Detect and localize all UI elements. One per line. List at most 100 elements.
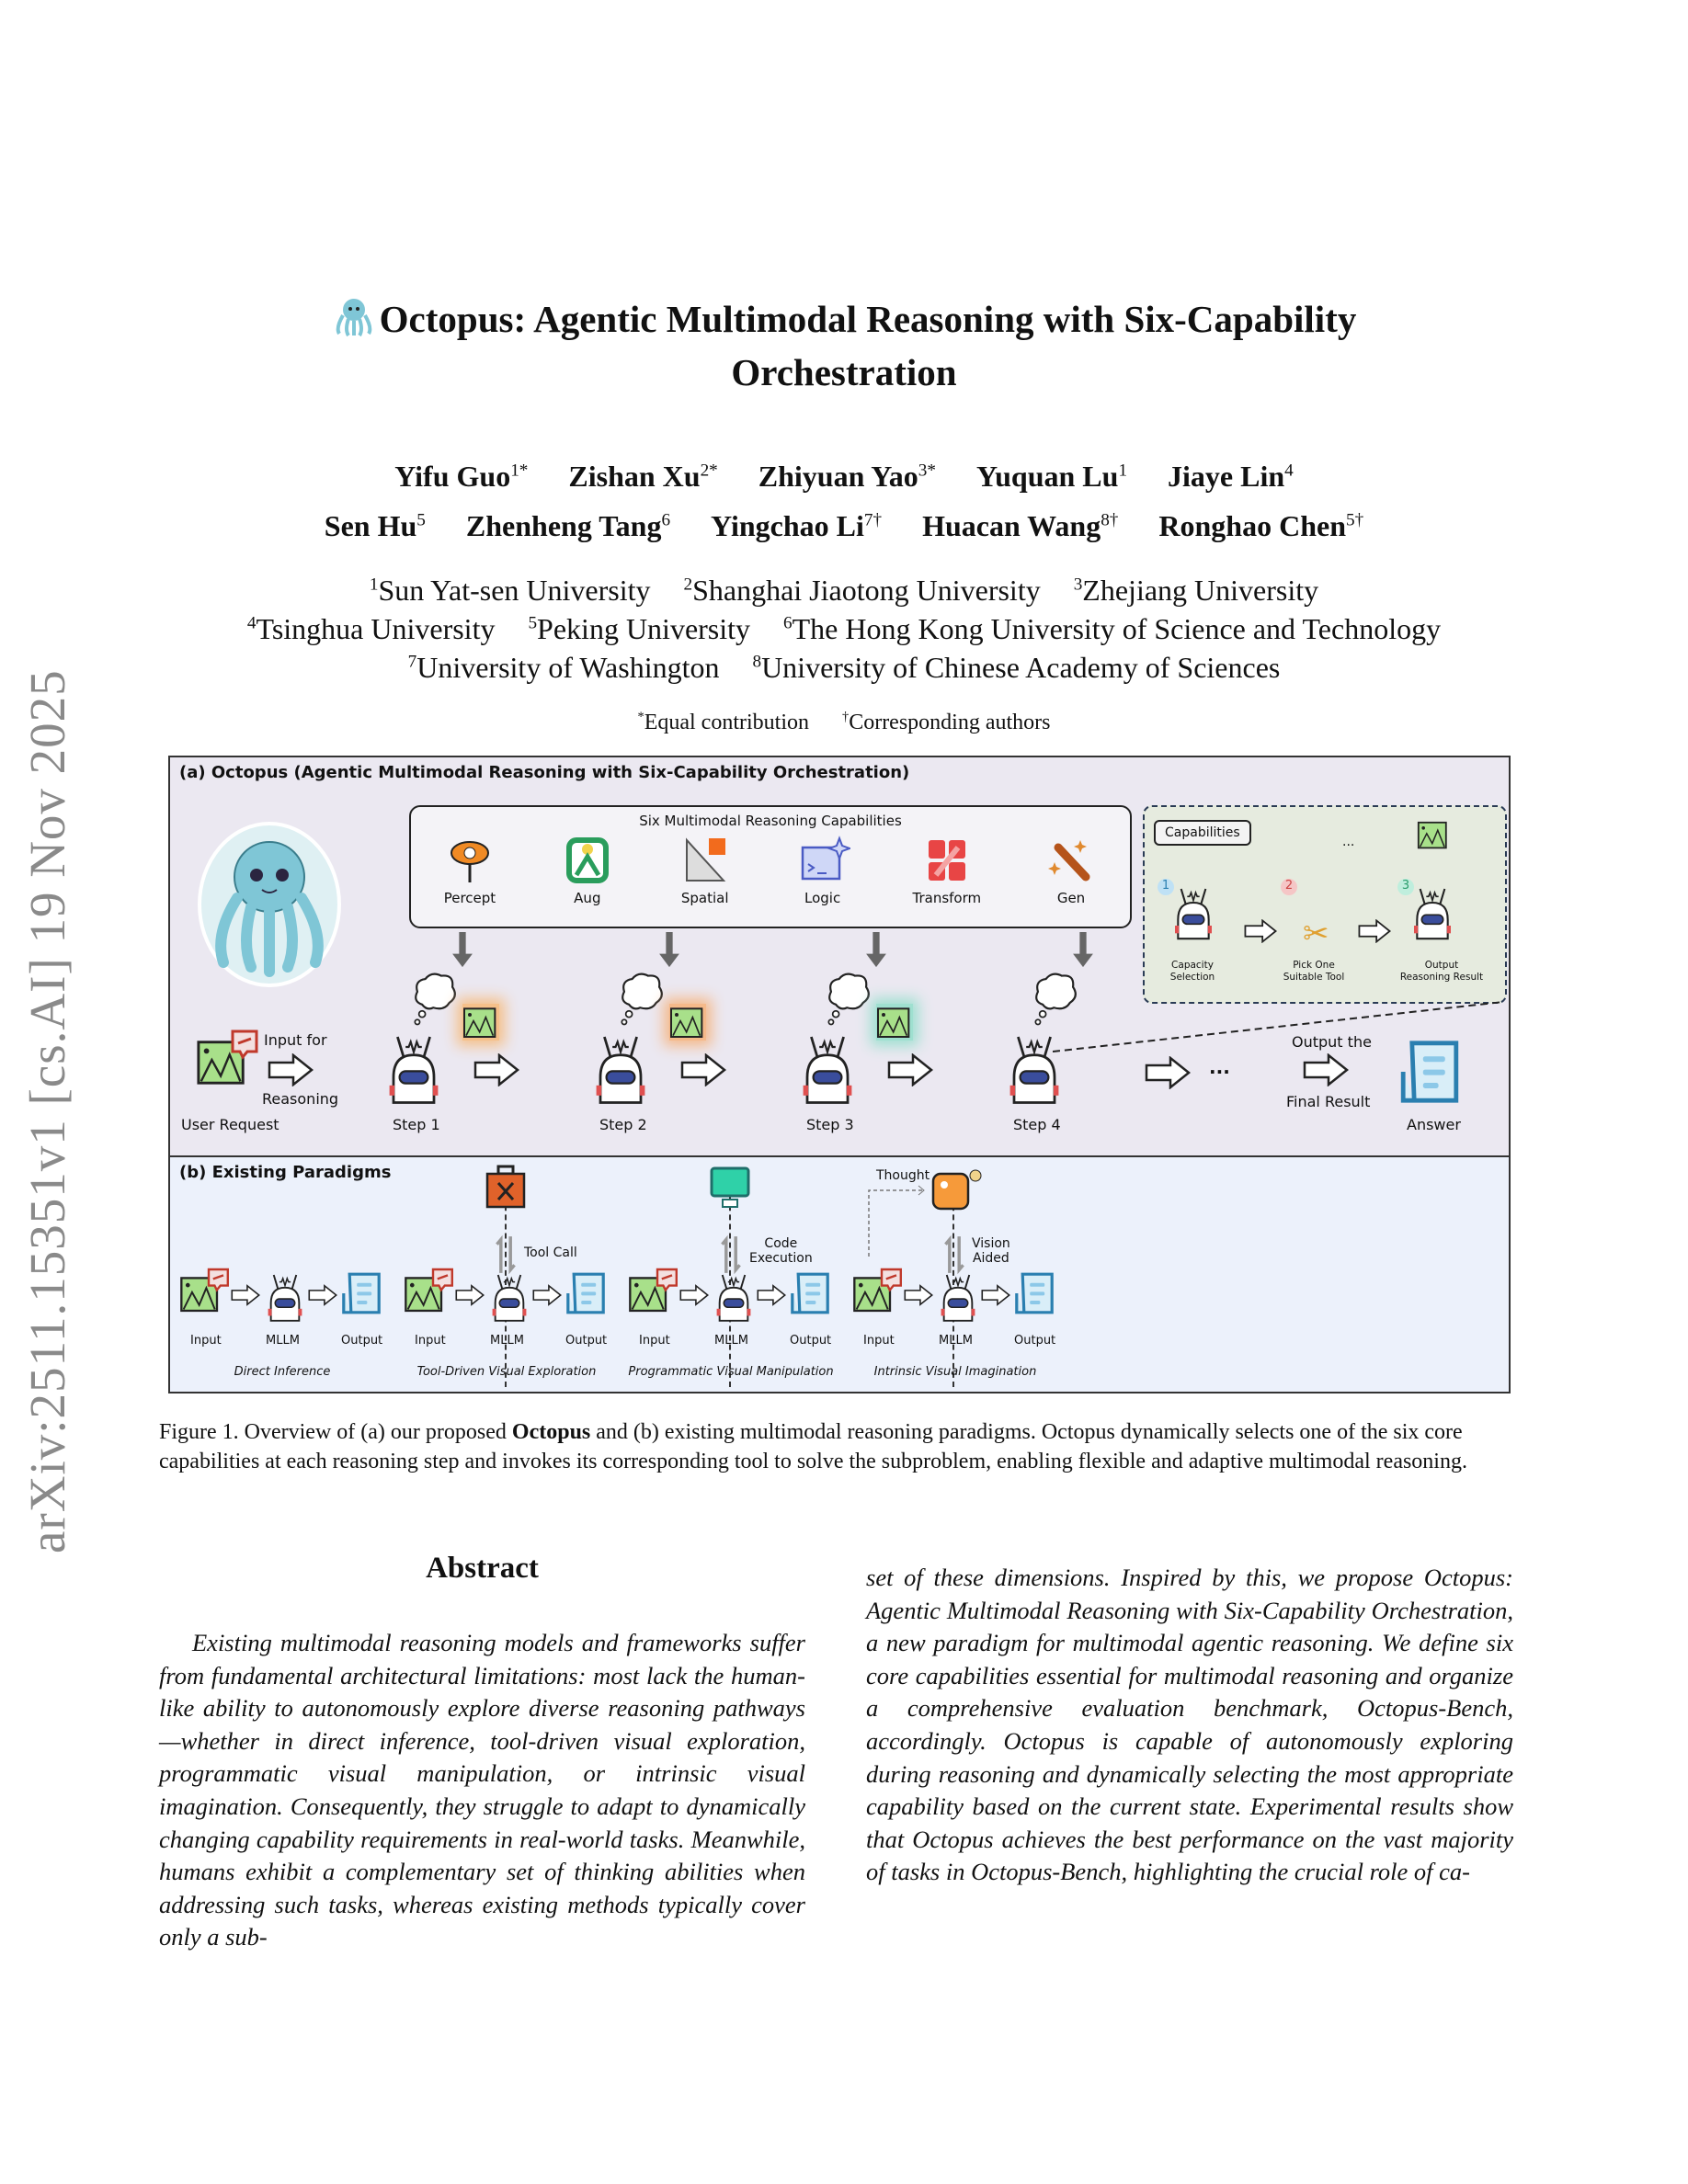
thought-cloud-icon bbox=[1032, 969, 1079, 1026]
output-the-label: Output the bbox=[1292, 1033, 1372, 1051]
thought-arrow bbox=[868, 1185, 925, 1257]
step-number-3: 3 bbox=[1397, 879, 1414, 895]
abstract-column-1: Existing multimodal reasoning models and… bbox=[159, 1629, 805, 1951]
bidirectional-arrow-icon bbox=[494, 1234, 518, 1275]
capability-aug: Aug bbox=[560, 835, 615, 906]
user-request-image-icon bbox=[196, 1029, 260, 1088]
author-row-2: Sen Hu5 Zhenheng Tang6 Yingchao Li7† Huacan… bbox=[0, 509, 1688, 543]
paradigm-name: Tool-Driven Visual Exploration bbox=[416, 1365, 597, 1379]
bidirectional-arrow-icon bbox=[942, 1234, 966, 1275]
author: Ronghao Chen5† bbox=[1158, 509, 1364, 542]
capability-logic: Logic bbox=[795, 835, 852, 906]
output-result-label: Output Reasoning Result bbox=[1399, 960, 1484, 983]
answer-label: Answer bbox=[1407, 1116, 1461, 1133]
input-label: Input bbox=[639, 1334, 670, 1348]
transform-icon bbox=[928, 840, 965, 881]
author: Sen Hu5 bbox=[324, 509, 426, 542]
thought-cloud-icon bbox=[618, 969, 666, 1026]
paper-title: Octopus: Agentic Multimodal Reasoning wi… bbox=[0, 292, 1688, 399]
affiliation: 3Zhejiang University bbox=[1073, 574, 1319, 607]
thought-cloud-icon bbox=[825, 969, 873, 1026]
robot-icon bbox=[1170, 881, 1216, 943]
code-execution-label: Code Execution bbox=[749, 1236, 813, 1266]
more-tools: ... bbox=[1342, 835, 1355, 849]
paradigm-name: Intrinsic Visual Imagination bbox=[873, 1365, 1037, 1379]
arrow-right-icon bbox=[887, 1053, 933, 1086]
mllm-robot-icon bbox=[713, 1268, 755, 1325]
capabilities-box: Capabilities bbox=[1154, 820, 1251, 846]
affiliation-row-2: 4Tsinghua University 5Peking University 6T… bbox=[0, 612, 1688, 646]
output-label: Output bbox=[790, 1334, 832, 1348]
output-document-icon bbox=[339, 1271, 383, 1315]
corresponding-note: †Corresponding authors bbox=[841, 710, 1051, 734]
user-request-label: User Request bbox=[181, 1116, 279, 1133]
output-document-icon bbox=[788, 1271, 832, 1315]
author: Yingchao Li7† bbox=[711, 509, 883, 542]
magic-wand-icon bbox=[1048, 840, 1090, 882]
abstract-heading: Abstract bbox=[426, 1552, 539, 1585]
capability-transform: Transform bbox=[913, 835, 981, 906]
capabilities-title: Six Multimodal Reasoning Capabilities bbox=[639, 813, 902, 829]
intermediate-image-glow bbox=[462, 1004, 499, 1041]
author: Zhiyuan Yao3* bbox=[758, 460, 936, 493]
capability-spatial: Spatial bbox=[678, 835, 733, 906]
capacity-selection-label: Capacity Selection bbox=[1169, 960, 1215, 983]
output-document-icon bbox=[1012, 1271, 1056, 1315]
mllm-robot-icon bbox=[264, 1268, 306, 1325]
robot-icon bbox=[383, 1026, 444, 1109]
arxiv-identifier: arXiv:2511.15351v1 [cs.AI] 19 Nov 2025 bbox=[19, 669, 75, 1553]
zoom-connector-line bbox=[1053, 1001, 1504, 1052]
image-icon bbox=[1417, 818, 1450, 851]
abstract-column-2: set of these dimensions. Inspired by thi… bbox=[866, 1564, 1513, 1886]
step-detail-panel: Capabilities 1 2 3 ✂ ... Capacity Selecti… bbox=[1143, 805, 1507, 1004]
mllm-robot-icon bbox=[488, 1268, 530, 1325]
final-result-label: Final Result bbox=[1286, 1093, 1371, 1110]
mllm-label: MLLM bbox=[714, 1334, 748, 1348]
monitor-icon bbox=[710, 1166, 750, 1208]
input-image-icon bbox=[628, 1268, 679, 1315]
down-arrow-icon bbox=[1070, 932, 1096, 969]
figure-1: (a) Octopus (Agentic Multimodal Reasonin… bbox=[168, 756, 1511, 1393]
input-label: Input bbox=[190, 1334, 222, 1348]
down-arrow-icon bbox=[450, 932, 475, 969]
arrow-right-icon bbox=[1145, 1056, 1191, 1089]
part-b-title: (b) Existing Paradigms bbox=[179, 1163, 392, 1182]
input-label: Input bbox=[863, 1334, 895, 1348]
arrow-right-icon bbox=[680, 1053, 726, 1086]
input-image-icon bbox=[179, 1268, 231, 1315]
footnote-markers: *Equal contribution †Corresponding author… bbox=[0, 710, 1688, 735]
equal-contribution-note: *Equal contribution bbox=[637, 710, 809, 734]
scissors-icon: ✂ bbox=[1303, 916, 1329, 952]
arrow-right-icon bbox=[679, 1284, 709, 1306]
pick-tool-label: Pick One Suitable Tool bbox=[1283, 960, 1345, 983]
arrow-right-icon bbox=[981, 1284, 1010, 1306]
arrow-right-icon bbox=[268, 1053, 314, 1086]
capability-list: Percept Aug Spatial Logic Transform Gen bbox=[411, 835, 1130, 906]
affiliation: 2Shanghai Jiaotong University bbox=[683, 574, 1041, 607]
affiliation: 7University of Washington bbox=[407, 651, 720, 684]
augment-icon bbox=[565, 837, 609, 883]
octopus-logo-icon bbox=[332, 295, 376, 339]
arrow-right-icon bbox=[473, 1053, 519, 1086]
arrow-right-icon bbox=[757, 1284, 786, 1306]
reasoning-label: Reasoning bbox=[262, 1090, 339, 1108]
step-number-1: 1 bbox=[1158, 879, 1174, 895]
figure-caption: Figure 1. Overview of (a) our proposed O… bbox=[159, 1420, 1467, 1473]
author: Zhenheng Tang6 bbox=[465, 509, 671, 542]
ellipsis: ... bbox=[1209, 1056, 1230, 1078]
output-label: Output bbox=[565, 1334, 608, 1348]
output-document-icon bbox=[564, 1271, 608, 1315]
mllm-robot-icon bbox=[937, 1268, 979, 1325]
input-for-label: Input for bbox=[264, 1031, 327, 1049]
eye-magnifier-icon bbox=[450, 841, 489, 882]
step-label: Step 2 bbox=[599, 1116, 647, 1133]
part-a-title: (a) Octopus (Agentic Multimodal Reasonin… bbox=[179, 763, 910, 782]
author: Huacan Wang8† bbox=[922, 509, 1119, 542]
step-label: Step 4 bbox=[1013, 1116, 1061, 1133]
thought-label: Thought bbox=[876, 1168, 930, 1183]
affiliation-row-1: 1Sun Yat-sen University 2Shanghai Jiaoton… bbox=[0, 574, 1688, 608]
author-row-1: Yifu Guo1* Zishan Xu2* Zhiyuan Yao3* Yuquan… bbox=[0, 460, 1688, 494]
title-line-2: Orchestration bbox=[731, 351, 957, 393]
tool-call-label: Tool Call bbox=[524, 1246, 577, 1260]
image-icon bbox=[462, 1004, 499, 1041]
